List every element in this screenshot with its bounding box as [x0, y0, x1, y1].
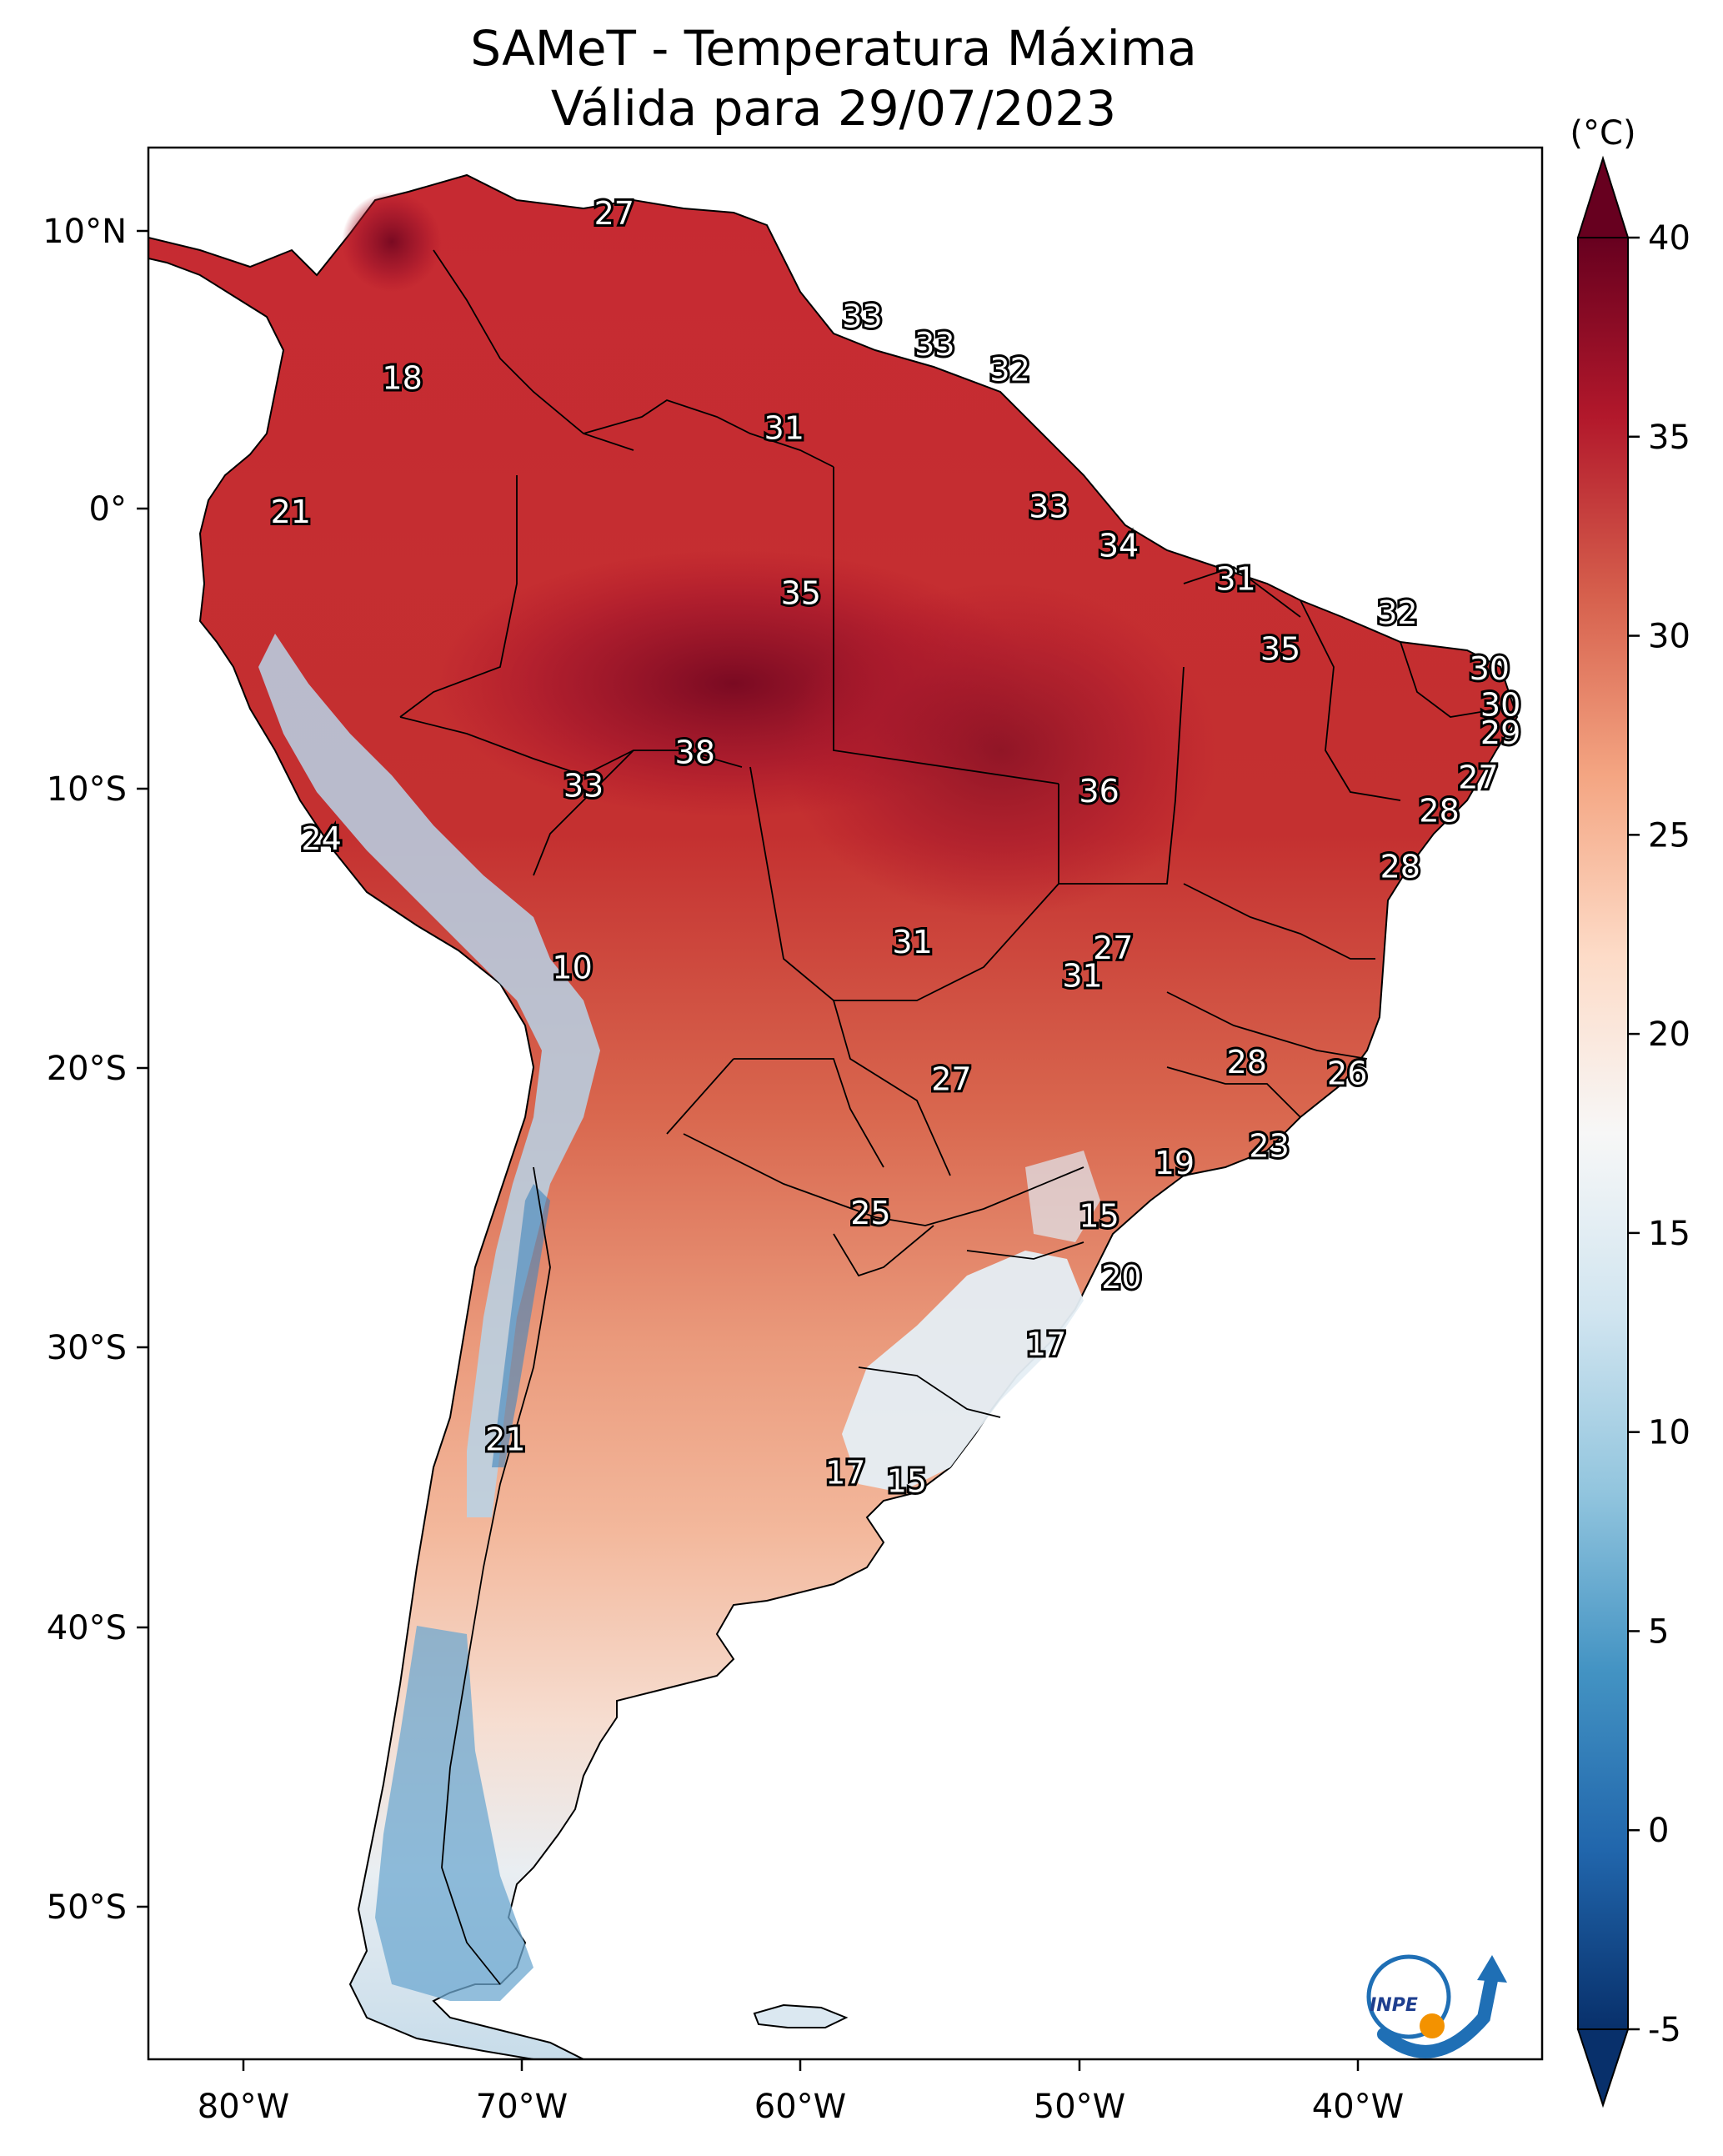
- lon-tick-label: 40°W: [1312, 2088, 1404, 2126]
- temperature-label: 19: [1155, 1145, 1195, 1181]
- inpe-logo: INPE: [1366, 1954, 1507, 2058]
- central-brazil-heat: [784, 584, 1217, 917]
- temperature-label: 28: [1419, 793, 1459, 830]
- colorbar-tick-label: 35: [1648, 419, 1690, 457]
- map-subtitle: Válida para 29/07/2023: [551, 80, 1116, 137]
- colorbar-body: [1577, 237, 1629, 2030]
- lon-tick-label: 60°W: [754, 2088, 846, 2126]
- temperature-label: 17: [1026, 1326, 1066, 1363]
- temperature-label: 21: [271, 494, 311, 530]
- colorbar-bottom-extend: [1576, 2028, 1630, 2108]
- colorbar-tick-label: 20: [1648, 1015, 1690, 1054]
- temperature-label: 17: [825, 1455, 865, 1492]
- colorbar-tick-label: 30: [1648, 618, 1690, 656]
- temperature-label: 31: [892, 924, 932, 960]
- temperature-label: 23: [1249, 1128, 1289, 1165]
- lon-tick-label: 50°W: [1034, 2088, 1125, 2126]
- temperature-label: 33: [563, 768, 604, 805]
- temperature-label: 27: [1093, 930, 1133, 966]
- colombia-heat: [342, 192, 442, 292]
- temperature-label: 15: [1079, 1197, 1119, 1234]
- temperature-label: 33: [842, 298, 882, 335]
- lat-tick-label: 0°: [89, 490, 127, 529]
- south-brazil-cool: [842, 1251, 1084, 1492]
- temperature-label: 29: [1480, 714, 1520, 751]
- lat-tick-label: 20°S: [47, 1050, 127, 1088]
- colorbar-unit: (°C): [1570, 114, 1635, 153]
- temperature-label: 36: [1079, 773, 1119, 810]
- temperature-label: 18: [382, 359, 422, 396]
- temperature-label: 30: [1480, 686, 1520, 723]
- temperature-label: 33: [1029, 489, 1069, 525]
- temperature-label: 10: [552, 949, 592, 985]
- temperature-label: 32: [989, 351, 1029, 388]
- colorbar: (°C) -5 0 5 10 15 20 25 30 35 40: [1570, 114, 1690, 2108]
- lat-tick-label: 30°S: [47, 1329, 127, 1367]
- temperature-label: 31: [1062, 957, 1102, 994]
- temperature-label: 20: [1101, 1259, 1141, 1296]
- temperature-label: 27: [931, 1060, 971, 1097]
- temperature-label: 21: [485, 1421, 525, 1457]
- colorbar-top-extend: [1576, 155, 1630, 238]
- colorbar-tick-label: -5: [1648, 2011, 1681, 2049]
- lon-tick-label: 80°W: [198, 2088, 289, 2126]
- temperature-label: 38: [675, 734, 715, 770]
- andes-dark-ridge: [492, 1184, 550, 1467]
- temperature-label: 31: [1215, 561, 1255, 598]
- temperature-label: 35: [781, 574, 821, 611]
- colorbar-tick-label: 10: [1648, 1414, 1690, 1452]
- lon-axis: 80°W 70°W 60°W 50°W 40°W: [198, 2059, 1404, 2126]
- temperature-label: 31: [764, 410, 804, 447]
- temperature-label: 30: [1470, 650, 1510, 687]
- temperature-label: 28: [1380, 849, 1420, 885]
- temperature-label: 25: [850, 1195, 890, 1231]
- country-borders: [399, 249, 1501, 1985]
- colorbar-tick-label: 15: [1648, 1215, 1690, 1253]
- temperature-label: 33: [914, 326, 954, 363]
- lat-tick-label: 10°S: [47, 770, 127, 809]
- patagonia-cool: [375, 1626, 533, 2001]
- temperature-label: 35: [1260, 630, 1300, 667]
- map-title: SAMeT - Temperatura Máxima: [470, 20, 1197, 77]
- falklands: [753, 2003, 849, 2028]
- lat-tick-label: 40°S: [47, 1609, 127, 1647]
- inpe-logo-text: INPE: [1370, 1995, 1418, 2016]
- lat-axis: 10°N 0° 10°S 20°S 30°S 40°S 50°S: [43, 213, 148, 1927]
- lon-tick-label: 70°W: [476, 2088, 568, 2126]
- temperature-label: 26: [1327, 1055, 1367, 1092]
- temperature-label: 32: [1377, 594, 1417, 631]
- map-frame: [147, 146, 1544, 2061]
- temperature-label: 27: [1458, 760, 1498, 796]
- colorbar-tick-label: 0: [1648, 1812, 1669, 1850]
- temperature-label: 15: [887, 1463, 927, 1500]
- colorbar-tick-label: 40: [1648, 219, 1690, 258]
- temperature-label: 24: [301, 820, 341, 857]
- colorbar-tick-label: 5: [1648, 1612, 1669, 1651]
- parana-cool: [1025, 1151, 1100, 1242]
- temperature-label: 34: [1099, 527, 1139, 564]
- colorbar-tick-label: 25: [1648, 816, 1690, 855]
- temperature-label: 27: [594, 195, 634, 232]
- lat-tick-label: 10°N: [43, 213, 127, 251]
- lat-tick-label: 50°S: [47, 1888, 127, 1927]
- temperature-label: 28: [1227, 1044, 1267, 1081]
